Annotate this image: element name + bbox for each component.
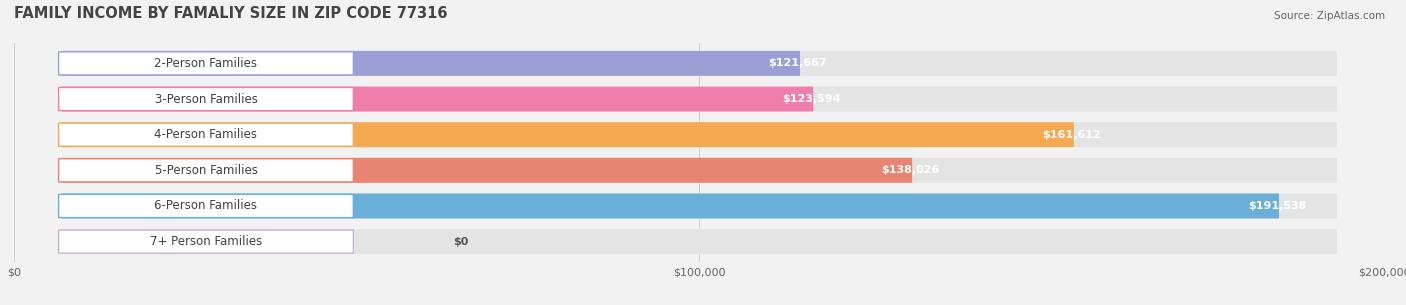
Text: 5-Person Families: 5-Person Families (155, 164, 257, 177)
FancyBboxPatch shape (62, 122, 1337, 147)
Text: 3-Person Families: 3-Person Families (155, 92, 257, 106)
FancyBboxPatch shape (59, 123, 353, 146)
FancyBboxPatch shape (62, 193, 1279, 218)
FancyBboxPatch shape (59, 52, 353, 75)
Text: 4-Person Families: 4-Person Families (155, 128, 257, 141)
FancyBboxPatch shape (59, 159, 353, 182)
Text: $121,667: $121,667 (769, 58, 828, 68)
Text: $123,594: $123,594 (782, 94, 841, 104)
FancyBboxPatch shape (62, 87, 813, 112)
FancyBboxPatch shape (62, 193, 1337, 218)
FancyBboxPatch shape (62, 122, 1074, 147)
FancyBboxPatch shape (62, 51, 1337, 76)
FancyBboxPatch shape (62, 158, 1337, 183)
FancyBboxPatch shape (59, 88, 353, 111)
FancyBboxPatch shape (62, 229, 1337, 254)
Text: $191,538: $191,538 (1249, 201, 1306, 211)
Text: 6-Person Families: 6-Person Families (155, 199, 257, 213)
Text: 2-Person Families: 2-Person Families (155, 57, 257, 70)
Text: $161,612: $161,612 (1042, 130, 1101, 140)
Text: 7+ Person Families: 7+ Person Families (150, 235, 262, 248)
FancyBboxPatch shape (62, 158, 912, 183)
FancyBboxPatch shape (62, 51, 800, 76)
Text: $0: $0 (453, 237, 468, 247)
FancyBboxPatch shape (62, 87, 1337, 112)
FancyBboxPatch shape (59, 194, 353, 217)
Text: FAMILY INCOME BY FAMALIY SIZE IN ZIP CODE 77316: FAMILY INCOME BY FAMALIY SIZE IN ZIP COD… (14, 6, 447, 21)
Text: Source: ZipAtlas.com: Source: ZipAtlas.com (1274, 11, 1385, 21)
Text: $138,026: $138,026 (882, 165, 939, 175)
FancyBboxPatch shape (59, 230, 353, 253)
